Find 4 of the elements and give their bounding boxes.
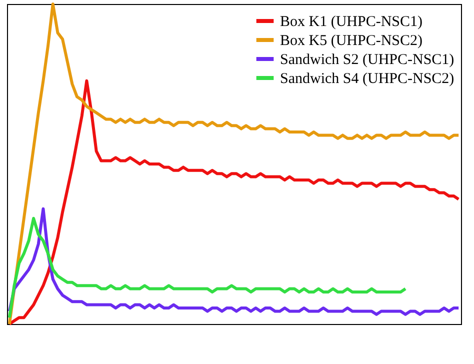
legend-label: Sandwich S4 (UHPC-NSC2): [280, 71, 454, 87]
legend-label: Box K5 (UHPC-NSC2): [280, 33, 423, 49]
legend-label: Sandwich S2 (UHPC-NSC1): [280, 52, 454, 68]
legend-label: Box K1 (UHPC-NSC1): [280, 14, 423, 30]
